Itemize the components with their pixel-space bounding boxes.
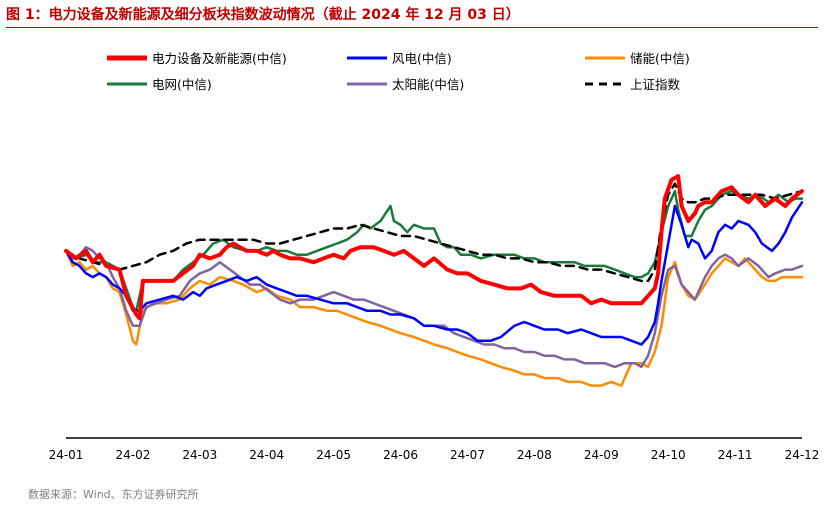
legend-label: 电力设备及新能源(中信) [152, 51, 287, 66]
legend-label: 上证指数 [630, 77, 681, 92]
legend-label: 储能(中信) [630, 51, 690, 66]
source-note: 数据来源：Wind、东方证券研究所 [28, 488, 199, 501]
legend-label: 电网(中信) [152, 77, 212, 92]
x-tick-label: 24-02 [115, 448, 150, 462]
series-line [64, 174, 804, 321]
legend: 电力设备及新能源(中信) 风电(中信) 储能(中信) 电网(中信) 太阳能(中信) 上证指… [107, 51, 690, 92]
x-tick-label: 24-04 [249, 448, 284, 462]
x-tick-label: 24-08 [517, 448, 552, 462]
series-layer [64, 174, 804, 387]
series-line [64, 182, 804, 283]
series-line [64, 201, 804, 346]
x-tick-label: 24-01 [49, 448, 84, 462]
series-line [64, 189, 804, 313]
chart-title: 图 1：电力设备及新能源及细分板块指数波动情况（截止 2024 年 12 月 0… [6, 7, 520, 23]
x-tick-label: 24-10 [651, 448, 686, 462]
x-tick-label: 24-07 [450, 448, 485, 462]
legend-label: 太阳能(中信) [392, 77, 464, 92]
figure-title-bar: 图 1：电力设备及新能源及细分板块指数波动情况（截止 2024 年 12 月 0… [6, 4, 818, 28]
x-tick-label: 24-12 [785, 448, 820, 462]
x-tick-label: 24-03 [182, 448, 217, 462]
x-tick-label: 24-11 [718, 448, 753, 462]
series-line [64, 249, 804, 387]
x-tick-label: 24-06 [383, 448, 418, 462]
legend-label: 风电(中信) [392, 51, 452, 66]
series-line [64, 245, 804, 369]
x-tick-label: 24-09 [584, 448, 619, 462]
x-tick-label: 24-05 [316, 448, 351, 462]
x-axis-ticks: 24-01 24-02 24-03 24-04 24-05 24-06 24-07 24-08… [49, 448, 820, 462]
title-underline [6, 27, 818, 28]
